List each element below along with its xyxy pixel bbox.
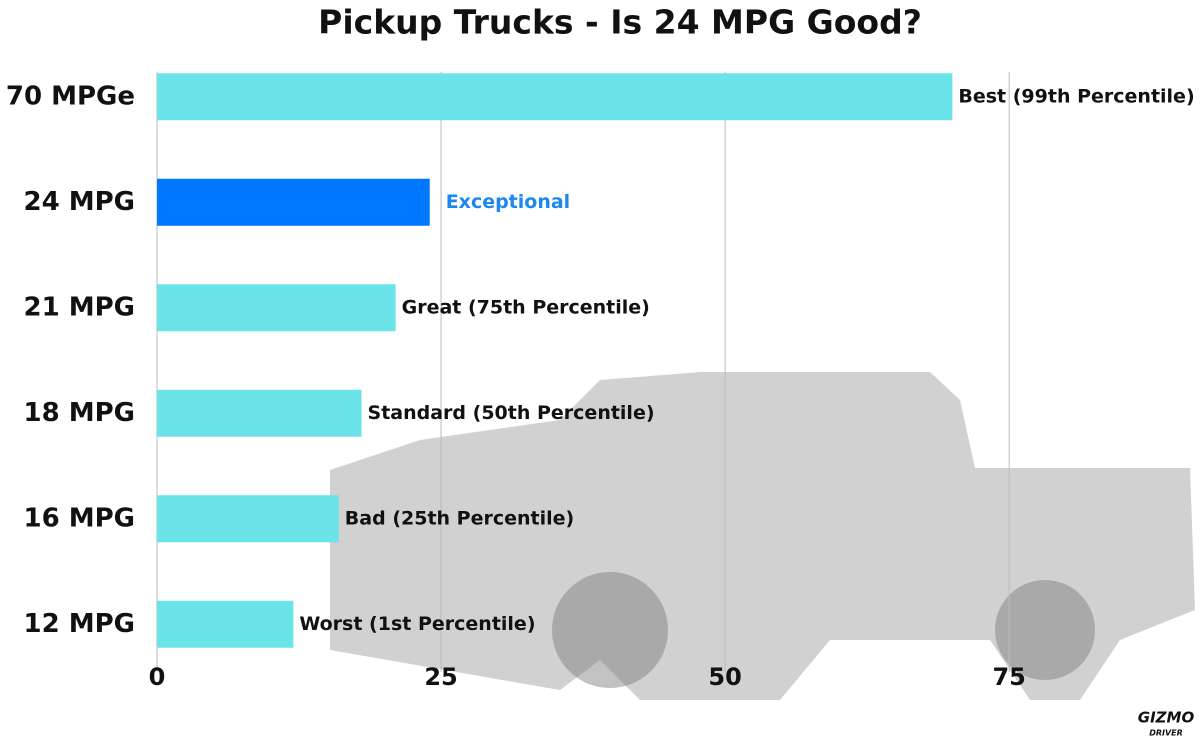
bar bbox=[157, 389, 362, 437]
y-tick-label: 70 MPGe bbox=[6, 81, 135, 111]
chart-title: Pickup Trucks - Is 24 MPG Good? bbox=[318, 3, 922, 42]
x-tick-label: 0 bbox=[149, 663, 166, 691]
truck-background bbox=[330, 372, 1195, 700]
bar bbox=[157, 600, 294, 648]
y-tick-label: 18 MPG bbox=[23, 398, 135, 428]
x-tick-label: 75 bbox=[992, 663, 1025, 691]
x-tick-label: 25 bbox=[424, 663, 457, 691]
y-tick-label: 16 MPG bbox=[23, 503, 135, 533]
value-label: Exceptional bbox=[446, 191, 571, 213]
value-label: Bad (25th Percentile) bbox=[345, 507, 574, 529]
y-tick-label: 24 MPG bbox=[23, 187, 135, 217]
bar bbox=[157, 178, 430, 226]
x-tick-label: 50 bbox=[708, 663, 741, 691]
y-tick-label: 12 MPG bbox=[23, 609, 135, 639]
value-label: Worst (1st Percentile) bbox=[299, 613, 535, 635]
value-label: Great (75th Percentile) bbox=[402, 296, 650, 318]
logo-name: GIZMO bbox=[1138, 709, 1195, 727]
bar bbox=[157, 284, 396, 332]
bar bbox=[157, 495, 339, 543]
value-label: Best (99th Percentile) bbox=[958, 85, 1194, 107]
bar bbox=[157, 73, 953, 121]
y-tick-label: 21 MPG bbox=[23, 292, 135, 322]
truck-wheels bbox=[552, 572, 1095, 688]
value-label: Standard (50th Percentile) bbox=[368, 402, 655, 424]
logo-tagline: DRIVER bbox=[1149, 729, 1183, 738]
